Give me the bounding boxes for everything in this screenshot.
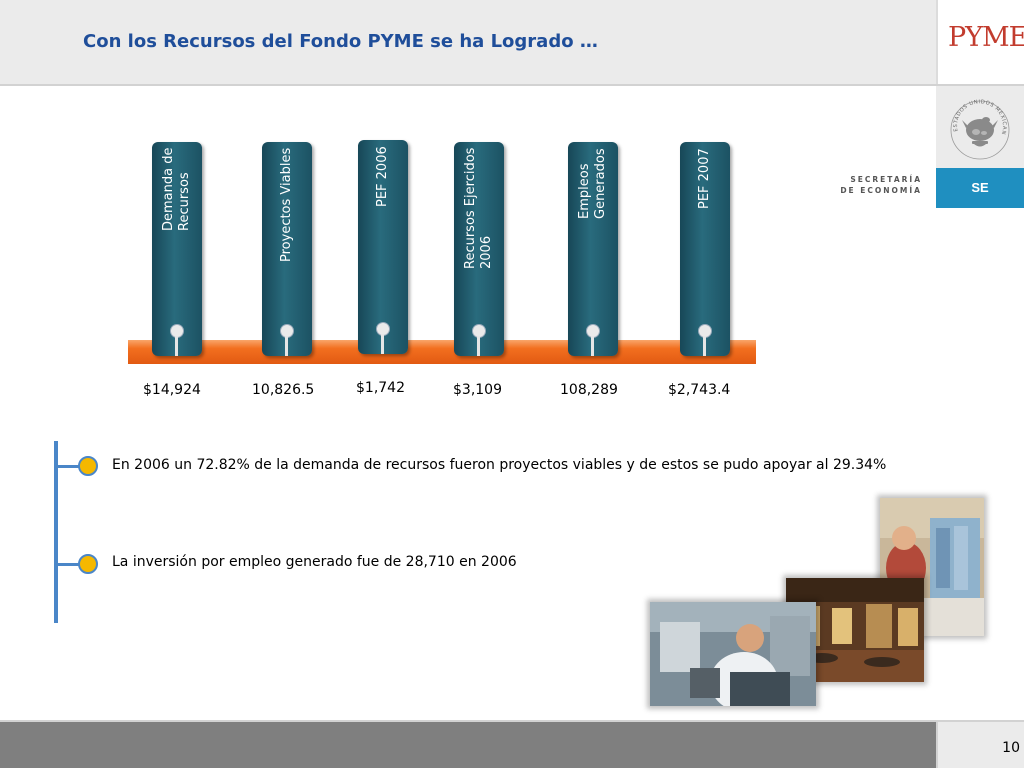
slide-header: Con los Recursos del Fondo PYME se ha Lo… — [0, 0, 936, 84]
photo-restaurant — [786, 578, 924, 682]
bullet-text-1: En 2006 un 72.82% de la demanda de recur… — [112, 457, 887, 473]
indicator-column: PEF 2007 — [680, 142, 730, 356]
pin-stem — [703, 336, 706, 356]
timeline-tick — [58, 465, 80, 468]
slide-title: Con los Recursos del Fondo PYME se ha Lo… — [83, 31, 598, 52]
indicator-column: Proyectos Viables — [262, 142, 312, 356]
se-badge: SE — [936, 168, 1024, 208]
indicator-value: $3,109 — [453, 382, 502, 398]
indicator-value: 108,289 — [560, 382, 618, 398]
footer-divider — [0, 720, 1024, 722]
indicator-column-label: Empleos Generados — [577, 148, 608, 219]
indicator-column: Demanda de Recursos — [152, 142, 202, 356]
pyme-logo-box: PYMETM — [936, 0, 1024, 84]
secretaria-label: SECRETARÍA DE ECONOMÍA — [800, 174, 922, 196]
indicator-value: 10,826.5 — [252, 382, 315, 398]
pin-stem — [591, 336, 594, 356]
page-number: 10 — [1002, 740, 1020, 756]
indicator-column: PEF 2006 — [358, 140, 408, 354]
indicator-column-label: Proyectos Viables — [279, 148, 294, 263]
mexico-seal-icon: ESTADOS UNIDOS MEXICANOS — [934, 82, 1010, 160]
secretaria-line2: DE ECONOMÍA — [840, 186, 922, 195]
indicator-value: $2,743.4 — [668, 382, 731, 398]
orange-baseline-bar — [128, 340, 756, 364]
mexico-seal-panel: ESTADOS UNIDOS MEXICANOS — [934, 82, 1024, 168]
photo-chef — [650, 602, 816, 706]
timeline-line — [54, 441, 58, 623]
pyme-logo-text: PYME — [948, 22, 1024, 53]
indicator-column-label: PEF 2007 — [697, 148, 712, 209]
bullet-text-2: La inversión por empleo generado fue de … — [112, 554, 517, 570]
pin-stem — [175, 336, 178, 356]
slide-footer — [0, 722, 936, 768]
indicator-column-label: Recursos Ejercidos 2006 — [463, 148, 494, 270]
pin-stem — [477, 336, 480, 356]
pin-stem — [285, 336, 288, 356]
bullet-dot — [78, 554, 98, 574]
indicator-value: $14,924 — [143, 382, 201, 398]
timeline-tick — [58, 563, 80, 566]
secretaria-line1: SECRETARÍA — [850, 175, 922, 184]
pyme-logo: PYMETM — [948, 22, 1024, 53]
page-number-box: 10 — [936, 722, 1024, 768]
header-divider — [0, 84, 1024, 86]
indicator-column: Recursos Ejercidos 2006 — [454, 142, 504, 356]
pin-stem — [381, 334, 384, 354]
bullet-dot — [78, 456, 98, 476]
indicator-value: $1,742 — [356, 380, 405, 396]
indicator-column: Empleos Generados — [568, 142, 618, 356]
indicator-column-label: PEF 2006 — [375, 146, 390, 207]
indicator-column-label: Demanda de Recursos — [161, 148, 192, 232]
